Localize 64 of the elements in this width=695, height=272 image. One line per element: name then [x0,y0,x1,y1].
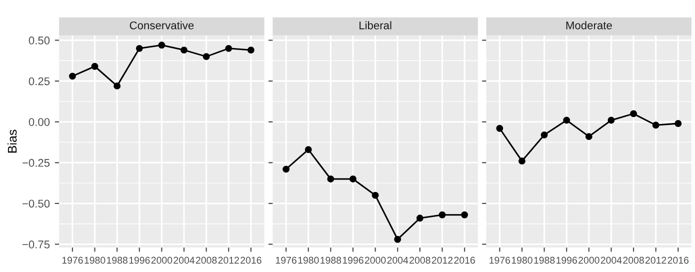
x-tick-label: 1980 [512,256,532,264]
point [630,110,637,118]
y-tick-label: −0.25 [22,158,50,167]
x-tick-label: 2004 [174,256,195,264]
x-tick-label: 1976 [62,256,83,264]
x-tick-label: 1988 [320,256,342,264]
point [438,211,446,218]
point [540,131,548,138]
point [202,53,210,60]
point [416,214,424,222]
point [394,236,402,243]
x-tick-label: 2012 [218,256,239,264]
point [327,176,334,182]
x-tick-label: 1980 [84,256,106,264]
x-tick-label: 1996 [556,256,577,264]
point [518,158,526,164]
point [225,44,232,52]
x-tick-label: 1976 [276,256,296,264]
x-tick-label: 2004 [387,256,408,264]
y-axis-title: Bias [8,130,17,153]
x-tick-label: 1976 [490,256,510,264]
chart-title: Conservative [130,21,194,30]
x-tick-label: 2016 [668,256,689,264]
point [304,146,312,154]
y-tick-label: −0.50 [22,200,50,208]
x-tick-label: 1996 [129,256,150,264]
x-tick-label: 2004 [600,256,622,264]
point [563,116,570,124]
y-tick-label: 0.25 [28,77,50,86]
point [608,116,615,124]
x-tick-label: 2000 [151,256,172,264]
x-tick-label: 1980 [298,256,319,264]
y-tick-label: −0.75 [22,240,50,248]
x-tick-label: 2000 [578,256,600,264]
x-tick-label: 2000 [364,256,386,264]
x-tick-label: 1988 [107,256,128,264]
point [372,192,379,199]
point [91,62,98,70]
x-tick-label: 2008 [410,256,430,264]
chart-title: Liberal [360,21,392,30]
point [674,120,682,127]
x-tick-label: 2008 [196,256,217,264]
x-tick-label: 2016 [454,256,475,264]
y-tick-label: 0.50 [28,36,50,44]
point [350,176,356,182]
point [180,46,188,54]
point [158,42,166,49]
point [496,124,504,132]
point [282,166,290,173]
point [136,44,143,52]
x-tick-label: 1996 [342,256,364,264]
x-tick-label: 1988 [534,256,555,264]
x-tick-label: 2012 [432,256,453,264]
point [114,82,121,90]
point [247,46,254,54]
point [68,72,76,80]
x-tick-label: 2008 [623,256,644,264]
point [652,122,660,129]
x-tick-label: 2012 [646,256,666,264]
point [461,211,468,218]
y-tick-label: 0.00 [28,118,50,126]
x-tick-label: 2016 [240,256,262,264]
chart-title: Moderate [566,21,612,30]
point [585,133,592,140]
